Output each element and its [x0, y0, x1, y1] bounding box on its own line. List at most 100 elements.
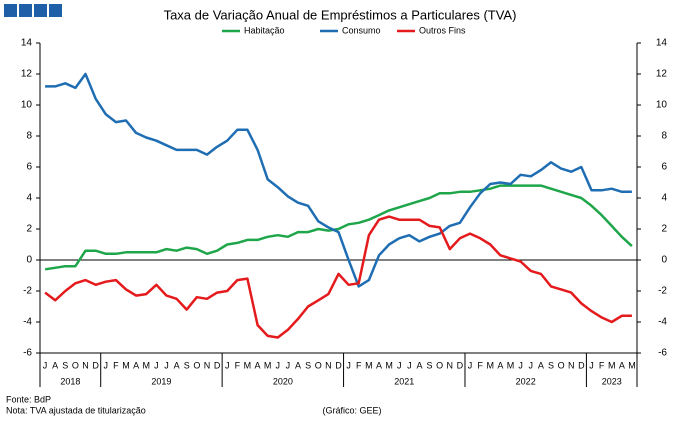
x-tick-label: F: [599, 360, 605, 370]
x-tick-label: J: [154, 360, 159, 370]
x-tick-label: J: [43, 360, 48, 370]
y2-tick-label: -6: [658, 348, 667, 359]
x-tick-label: N: [568, 360, 575, 370]
note: Nota: TVA ajustada de titularização: [6, 405, 146, 415]
x-tick-label: M: [507, 360, 515, 370]
source: Fonte: BdP: [6, 394, 51, 404]
y2-tick-label: 6: [661, 162, 667, 173]
y-tick-label: 8: [26, 131, 32, 142]
year-label: 2022: [516, 376, 536, 386]
year-label: 2021: [394, 376, 414, 386]
x-tick-label: D: [457, 360, 464, 370]
x-tick-label: J: [346, 360, 351, 370]
x-tick-label: F: [113, 360, 119, 370]
x-tick-label: A: [416, 360, 422, 370]
x-tick-label: J: [468, 360, 473, 370]
logo-block: [49, 4, 62, 17]
x-tick-label: A: [619, 360, 625, 370]
x-tick-label: S: [184, 360, 190, 370]
y2-tick-label: -2: [658, 286, 667, 297]
y-tick-label: 4: [26, 193, 32, 204]
x-tick-label: J: [518, 360, 523, 370]
x-tick-label: J: [225, 360, 230, 370]
x-tick-label: J: [276, 360, 281, 370]
x-tick-label: F: [356, 360, 362, 370]
x-tick-label: D: [578, 360, 585, 370]
x-tick-label: J: [529, 360, 534, 370]
x-tick-label: N: [325, 360, 332, 370]
y-tick-label: 0: [26, 255, 32, 266]
y2-tick-label: 10: [656, 100, 668, 111]
x-tick-label: N: [204, 360, 211, 370]
credit: (Gráfico: GEE): [322, 405, 381, 415]
x-tick-label: M: [264, 360, 272, 370]
x-tick-label: O: [558, 360, 565, 370]
year-label: 2019: [151, 376, 171, 386]
legend-label: Consumo: [342, 25, 381, 35]
x-tick-label: M: [628, 360, 636, 370]
y-tick-label: 2: [26, 224, 32, 235]
series-line: [44, 215, 632, 339]
x-tick-label: A: [174, 360, 180, 370]
x-tick-label: A: [52, 360, 58, 370]
year-label: 2018: [60, 376, 80, 386]
y-tick-label: 6: [26, 162, 32, 173]
x-tick-label: N: [447, 360, 454, 370]
y-tick-label: -6: [23, 348, 32, 359]
legend-label: Outros Fins: [419, 25, 466, 35]
y-tick-label: 14: [21, 38, 33, 49]
series-line: [44, 184, 633, 271]
x-tick-label: A: [376, 360, 382, 370]
x-tick-label: O: [193, 360, 200, 370]
y2-tick-label: 2: [661, 224, 667, 235]
y2-tick-label: 0: [661, 255, 667, 266]
chart-title: Taxa de Variação Anual de Empréstimos a …: [164, 7, 517, 22]
x-tick-label: D: [92, 360, 99, 370]
logo-block: [34, 4, 47, 17]
logo-block: [4, 4, 17, 17]
x-tick-label: M: [487, 360, 495, 370]
x-tick-label: J: [397, 360, 402, 370]
x-tick-label: S: [548, 360, 554, 370]
x-tick-label: O: [315, 360, 322, 370]
x-tick-label: M: [244, 360, 252, 370]
x-tick-label: A: [255, 360, 261, 370]
y-tick-label: 10: [21, 100, 33, 111]
x-tick-label: F: [477, 360, 483, 370]
y2-tick-label: 4: [661, 193, 667, 204]
x-tick-label: A: [538, 360, 544, 370]
x-tick-label: A: [133, 360, 139, 370]
y2-tick-label: 8: [661, 131, 667, 142]
y-tick-label: 12: [21, 69, 33, 80]
year-label: 2020: [273, 376, 293, 386]
y2-tick-label: -4: [658, 317, 667, 328]
x-tick-label: D: [214, 360, 221, 370]
legend-label: Habitação: [244, 25, 285, 35]
x-tick-label: A: [295, 360, 301, 370]
x-tick-label: O: [436, 360, 443, 370]
x-tick-label: A: [497, 360, 503, 370]
x-tick-label: F: [235, 360, 241, 370]
x-tick-label: O: [72, 360, 79, 370]
series-line: [45, 72, 632, 288]
x-tick-label: M: [142, 360, 150, 370]
y2-tick-label: 12: [656, 69, 668, 80]
x-tick-label: J: [104, 360, 109, 370]
logo-block: [19, 4, 32, 17]
y2-tick-label: 14: [656, 38, 668, 49]
x-tick-label: J: [407, 360, 412, 370]
year-label: 2023: [602, 376, 622, 386]
x-tick-label: M: [365, 360, 373, 370]
x-tick-label: S: [305, 360, 311, 370]
y-tick-label: -4: [23, 317, 32, 328]
x-tick-label: S: [62, 360, 68, 370]
x-tick-label: D: [335, 360, 342, 370]
x-tick-label: M: [385, 360, 393, 370]
x-tick-label: J: [286, 360, 291, 370]
x-tick-label: S: [427, 360, 433, 370]
x-tick-label: J: [589, 360, 594, 370]
x-tick-label: N: [82, 360, 89, 370]
y-tick-label: -2: [23, 286, 32, 297]
x-tick-label: M: [122, 360, 130, 370]
